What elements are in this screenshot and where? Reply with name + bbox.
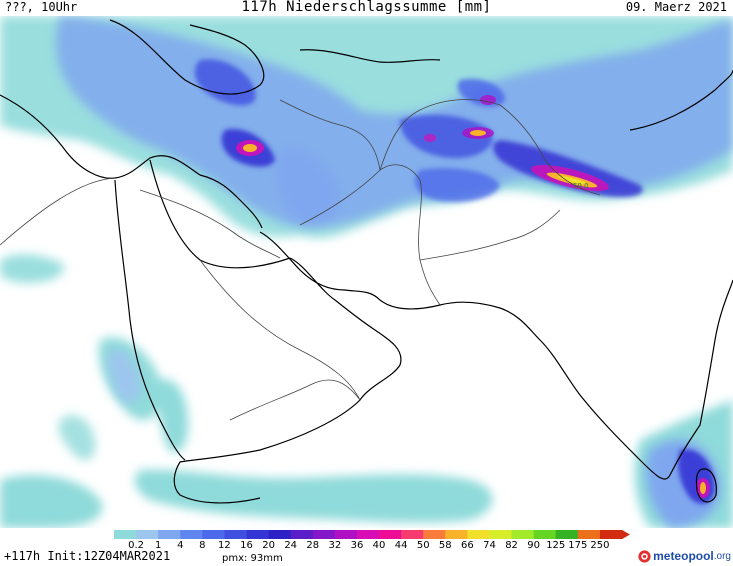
color-scale-swatch: [599, 530, 623, 539]
map-title: 117h Niederschlagssumme [mm]: [241, 0, 492, 15]
color-scale-tick: 32: [328, 540, 342, 551]
brand-domain: .org: [713, 550, 731, 562]
color-scale-swatch: [312, 530, 336, 539]
color-scale-swatch: [533, 530, 557, 539]
color-scale-tick: 125: [546, 540, 566, 551]
color-scale-tick: 82: [505, 540, 518, 551]
color-scale-tick: 1: [154, 540, 162, 551]
color-scale-tick: 36: [350, 540, 364, 551]
color-scale-swatch: [379, 530, 402, 539]
color-scale-tick: 24: [284, 540, 298, 551]
precip-peak-layer: [236, 95, 710, 498]
color-scale-swatch: [158, 530, 181, 539]
color-scale-tick: 44: [394, 540, 408, 551]
color-scale-tick: 40: [372, 540, 386, 551]
color-scale-arrow: [622, 530, 630, 539]
color-scale-tick: 175: [568, 540, 588, 551]
color-scale-tick: 28: [306, 540, 320, 551]
color-scale-tick: 0.2: [128, 540, 145, 551]
precipitation-map: 59.0: [0, 16, 733, 528]
contour-value-label: 59.0: [573, 182, 589, 190]
color-scale-swatch: [334, 530, 358, 539]
color-scale-swatch: [290, 530, 314, 539]
color-scale-tick: 50: [416, 540, 430, 551]
color-scale-swatch: [401, 530, 424, 539]
color-scale-swatch: [467, 530, 490, 539]
color-scale-swatch: [423, 530, 446, 539]
color-scale-tick: 4: [177, 540, 184, 551]
color-scale-swatch: [180, 530, 203, 539]
forecast-info: +117h Init:12Z04MAR2021: [4, 549, 170, 563]
valid-date: 09. Maerz 2021: [625, 0, 727, 14]
color-scale-labels: 0.2 1 4 8 12 16 20 24 28 32 36 40 44 50 58 66 74 82 90 125 1…: [114, 540, 630, 552]
color-scale-swatch: [202, 530, 225, 539]
color-scale-swatch: [114, 530, 137, 539]
color-scale-swatch: [246, 530, 270, 539]
color-scale-tick: 20: [262, 540, 275, 551]
run-time-label: ???, 10Uhr: [5, 0, 78, 14]
color-scale-tick: 66: [461, 540, 474, 551]
color-scale-bar: [114, 530, 630, 539]
color-scale-swatch: [489, 530, 513, 539]
init-time: Init:12Z04MAR2021: [47, 549, 171, 563]
color-scale-swatch: [224, 530, 248, 539]
color-scale-tick: 16: [240, 540, 253, 551]
color-scale-swatch: [268, 530, 292, 539]
color-scale-swatch: [356, 530, 380, 539]
color-scale-swatch: [136, 530, 159, 539]
brand-logo[interactable]: meteopool .org: [638, 548, 731, 564]
brand-globe-icon: [638, 549, 651, 563]
color-scale-tick: 8: [199, 540, 206, 551]
color-scale-swatch: [511, 530, 535, 539]
color-scale-swatch: [555, 530, 579, 539]
brand-name: meteopool: [653, 549, 714, 563]
color-scale-swatch: [577, 530, 601, 539]
color-scale-tick: 90: [527, 540, 541, 551]
country-borders: [0, 99, 601, 421]
forecast-hour: +117h: [4, 549, 41, 563]
color-scale-tick: 250: [590, 540, 610, 551]
max-precip-label: pmx: 93mm: [222, 553, 283, 564]
color-scale-tick: 58: [438, 540, 452, 551]
color-scale-tick: 74: [483, 540, 496, 551]
color-scale-swatch: [445, 530, 468, 539]
color-scale-tick: 12: [218, 540, 231, 551]
